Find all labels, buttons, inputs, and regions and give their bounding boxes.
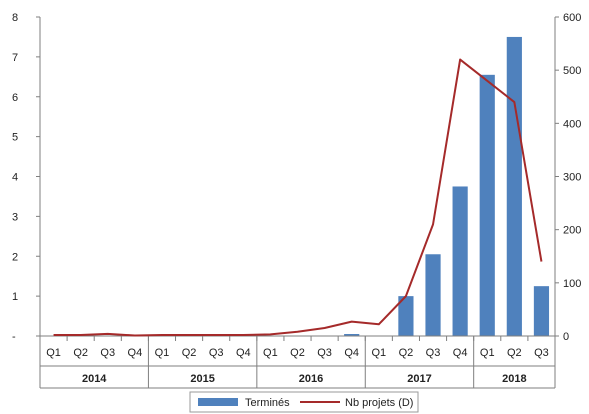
y-tick-label: 8	[12, 12, 18, 24]
legend: Terminés Nb projets (D)	[189, 391, 419, 413]
year-label: 2015	[190, 373, 214, 385]
y-tick-label: 7	[12, 52, 18, 64]
year-label: 2018	[502, 373, 526, 385]
nb-projets-line	[53, 58, 543, 337]
x-tick-label: Q2	[290, 347, 305, 359]
x-tick-label: Q1	[263, 347, 278, 359]
x-tick-label: Q4	[236, 347, 251, 359]
x-tick-label: Q3	[100, 347, 115, 359]
bar	[344, 334, 360, 336]
x-tick-label: Q4	[128, 347, 143, 359]
y-tick-label: 3	[12, 211, 18, 223]
axes	[36, 16, 559, 389]
bar-series	[344, 36, 550, 337]
x-tick-label: Q2	[399, 347, 414, 359]
y-tick-label: 4	[12, 172, 18, 184]
tick-labels: - 1 2 3 4 5 6 7 8 0 100 200 300 400 500 600 Q1 Q2 Q3 Q4 Q1 Q2…	[12, 12, 581, 385]
y2-tick-label: 400	[563, 118, 581, 130]
y2-tick-label: 500	[563, 65, 581, 77]
x-tick-label: Q2	[182, 347, 197, 359]
y-tick-label: -	[12, 331, 16, 343]
legend-label-bar: Terminés	[245, 397, 290, 409]
x-tick-label: Q4	[344, 347, 359, 359]
y-tick-label: 6	[12, 92, 18, 104]
bar	[452, 186, 468, 336]
bar	[506, 36, 522, 336]
year-label: 2017	[407, 373, 431, 385]
y2-tick-label: 0	[563, 331, 569, 343]
x-tick-label: Q1	[371, 347, 386, 359]
y2-tick-label: 300	[563, 172, 581, 184]
bar	[479, 74, 495, 336]
y-tick-label: 1	[12, 291, 18, 303]
y2-tick-label: 200	[563, 225, 581, 237]
x-tick-label: Q3	[534, 347, 549, 359]
x-tick-label: Q3	[209, 347, 224, 359]
y-tick-label: 2	[12, 251, 18, 263]
x-tick-label: Q2	[73, 347, 88, 359]
x-tick-label: Q3	[317, 347, 332, 359]
bar	[533, 286, 550, 336]
x-tick-label: Q2	[507, 347, 522, 359]
legend-label-line: Nb projets (D)	[345, 397, 413, 409]
line-series	[53, 58, 543, 337]
x-tick-label: Q1	[155, 347, 170, 359]
y-tick-label: 5	[12, 132, 18, 144]
y2-tick-label: 100	[563, 278, 581, 290]
year-label: 2014	[82, 373, 107, 385]
year-label: 2016	[299, 373, 323, 385]
bar	[398, 296, 414, 337]
y2-tick-label: 600	[563, 12, 581, 24]
x-tick-label: Q4	[453, 347, 468, 359]
x-tick-label: Q3	[426, 347, 441, 359]
x-tick-label: Q1	[480, 347, 495, 359]
legend-swatch-bar	[198, 398, 238, 406]
x-tick-label: Q1	[46, 347, 61, 359]
bar	[425, 254, 441, 336]
